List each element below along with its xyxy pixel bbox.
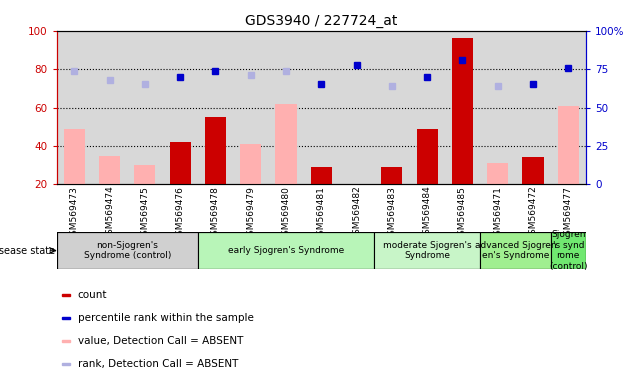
Bar <box>339 31 374 184</box>
Bar <box>198 232 374 269</box>
Bar <box>268 31 304 184</box>
Bar <box>198 31 233 184</box>
Bar <box>62 294 69 296</box>
Text: advanced Sjogren
en's Syndrome: advanced Sjogren en's Syndrome <box>474 241 556 260</box>
Bar <box>205 117 226 184</box>
Text: rank, Detection Call = ABSENT: rank, Detection Call = ABSENT <box>77 359 238 369</box>
Bar <box>57 232 198 269</box>
Bar <box>134 165 156 184</box>
Text: value, Detection Call = ABSENT: value, Detection Call = ABSENT <box>77 336 243 346</box>
Bar <box>558 106 579 184</box>
Text: moderate Sjogren's
Syndrome: moderate Sjogren's Syndrome <box>383 241 471 260</box>
Bar <box>311 167 332 184</box>
Bar <box>169 142 191 184</box>
Bar <box>480 31 515 184</box>
Bar <box>522 157 544 184</box>
Bar <box>233 31 268 184</box>
Bar <box>551 31 586 184</box>
Bar <box>410 31 445 184</box>
Bar <box>62 340 69 342</box>
Bar <box>487 163 508 184</box>
Bar <box>452 38 473 184</box>
Bar <box>62 317 69 319</box>
Bar <box>416 129 438 184</box>
Bar <box>381 167 403 184</box>
Bar <box>92 31 127 184</box>
Bar <box>240 144 261 184</box>
Text: count: count <box>77 290 107 300</box>
Bar <box>163 31 198 184</box>
Bar <box>374 232 480 269</box>
Bar <box>275 104 297 184</box>
Bar <box>127 31 163 184</box>
Bar <box>480 232 551 269</box>
Text: percentile rank within the sample: percentile rank within the sample <box>77 313 253 323</box>
Title: GDS3940 / 227724_at: GDS3940 / 227724_at <box>245 14 398 28</box>
Bar <box>374 31 410 184</box>
Bar <box>515 31 551 184</box>
Bar <box>99 156 120 184</box>
Text: Sjogren
's synd
rome
(control): Sjogren 's synd rome (control) <box>549 230 588 271</box>
Text: non-Sjogren's
Syndrome (control): non-Sjogren's Syndrome (control) <box>84 241 171 260</box>
Text: early Sjogren's Syndrome: early Sjogren's Syndrome <box>228 246 344 255</box>
Bar <box>62 362 69 364</box>
Text: disease state: disease state <box>0 245 55 256</box>
Bar <box>445 31 480 184</box>
Bar <box>551 232 586 269</box>
Bar <box>57 31 92 184</box>
Bar <box>304 31 339 184</box>
Bar <box>64 129 85 184</box>
